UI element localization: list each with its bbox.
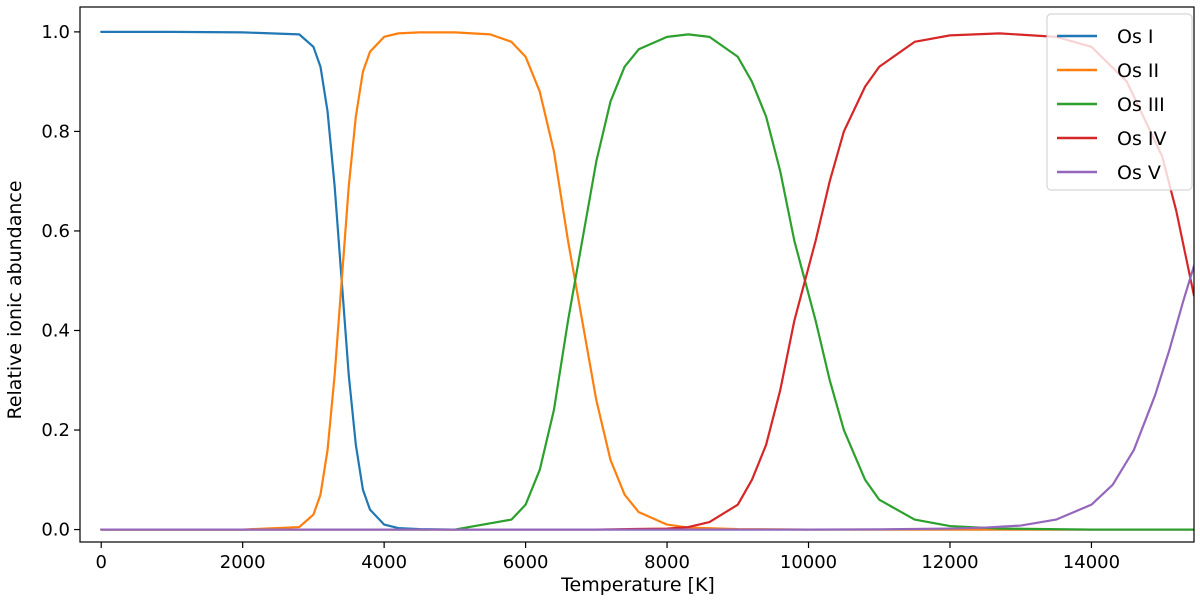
- legend: Os I Os II Os III Os IV Os V: [1046, 13, 1193, 191]
- x-tick-label: 8000: [644, 552, 690, 573]
- legend-label-os-iii: Os III: [1117, 94, 1165, 116]
- y-tick-label: 0.0: [41, 520, 70, 541]
- y-tick-label: 0.8: [41, 121, 70, 142]
- legend-label-os-v: Os V: [1117, 162, 1161, 184]
- y-tick-label: 1.0: [41, 22, 70, 43]
- x-tick-label: 10000: [780, 552, 837, 573]
- series-line-os-iv: [100, 32, 1194, 531]
- y-tick-label: 0.6: [41, 221, 70, 242]
- x-tick-label: 4000: [361, 552, 407, 573]
- legend-box: [1046, 13, 1193, 191]
- series-line-os-v: [100, 264, 1194, 531]
- legend-label-os-i: Os I: [1117, 26, 1154, 48]
- x-tick-label: 0: [95, 552, 106, 573]
- series-line-os-ii: [100, 31, 1194, 531]
- x-tick-label: 12000: [921, 552, 978, 573]
- plot-frame: [79, 6, 1195, 543]
- y-tick-label: 0.4: [41, 320, 70, 341]
- x-axis-label: Temperature [K]: [560, 574, 715, 596]
- x-tick-label: 6000: [503, 552, 549, 573]
- x-tick-label: 2000: [220, 552, 266, 573]
- series-line-os-iii: [100, 33, 1194, 531]
- legend-label-os-ii: Os II: [1117, 60, 1159, 82]
- series-line-os-i: [100, 30, 1194, 531]
- y-axis-label: Relative ionic abundance: [4, 180, 26, 419]
- legend-label-os-iv: Os IV: [1117, 128, 1167, 150]
- y-tick-label: 0.2: [41, 420, 70, 441]
- x-tick-label: 14000: [1063, 552, 1120, 573]
- series-group: [100, 30, 1194, 531]
